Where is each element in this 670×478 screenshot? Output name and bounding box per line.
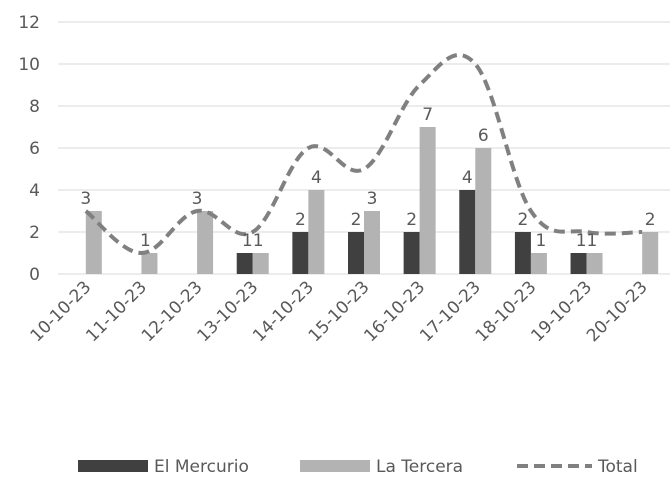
- total-line: [84, 52, 643, 256]
- bar-la-tercera: [308, 190, 325, 274]
- data-label: 3: [192, 189, 203, 209]
- y-tick-label: 6: [29, 139, 40, 159]
- data-label: 2: [295, 210, 306, 230]
- data-label: 1: [535, 231, 546, 251]
- bar-la-tercera: [85, 211, 102, 274]
- data-label: 3: [80, 189, 91, 209]
- bar-la-tercera: [364, 211, 380, 274]
- bar-el-mercurio: [570, 253, 587, 274]
- y-tick-label: 2: [29, 223, 40, 243]
- data-label: 7: [422, 105, 433, 125]
- bar-el-mercurio: [236, 253, 253, 274]
- data-label: 2: [406, 210, 417, 230]
- y-tick-label: 4: [29, 181, 40, 201]
- bar-el-mercurio: [292, 232, 309, 274]
- bar-el-mercurio: [403, 232, 420, 274]
- bar-la-tercera: [642, 232, 659, 274]
- data-label: 11: [242, 231, 264, 251]
- bar-la-tercera: [419, 127, 436, 274]
- legend-swatch: [78, 460, 148, 472]
- data-label: 11: [576, 231, 598, 251]
- data-label: 2: [351, 210, 362, 230]
- x-tick-label: 20-10-23: [583, 277, 652, 346]
- data-label: 4: [462, 168, 473, 188]
- bar-la-tercera: [530, 253, 547, 274]
- data-label: 4: [311, 168, 322, 188]
- bar-la-tercera: [252, 253, 269, 274]
- y-tick-label: 8: [29, 97, 40, 117]
- bar-el-mercurio: [514, 232, 531, 274]
- data-label: 2: [517, 210, 528, 230]
- bar-la-tercera: [586, 253, 603, 274]
- bar-el-mercurio: [459, 190, 476, 274]
- bar-la-tercera: [475, 148, 492, 274]
- data-label: 6: [478, 126, 489, 146]
- legend-label: La Tercera: [376, 457, 463, 477]
- bar-el-mercurio: [348, 232, 364, 274]
- legend-label: El Mercurio: [154, 457, 249, 477]
- y-tick-label: 12: [18, 13, 40, 33]
- y-tick-label: 0: [29, 265, 40, 285]
- bar-la-tercera: [197, 211, 214, 274]
- data-label: 2: [645, 210, 656, 230]
- legend-label: Total: [597, 457, 638, 477]
- data-label: 3: [367, 189, 378, 209]
- y-tick-label: 10: [18, 55, 40, 75]
- bar-la-tercera: [141, 253, 158, 274]
- legend-swatch: [300, 460, 370, 472]
- data-label: 1: [140, 231, 151, 251]
